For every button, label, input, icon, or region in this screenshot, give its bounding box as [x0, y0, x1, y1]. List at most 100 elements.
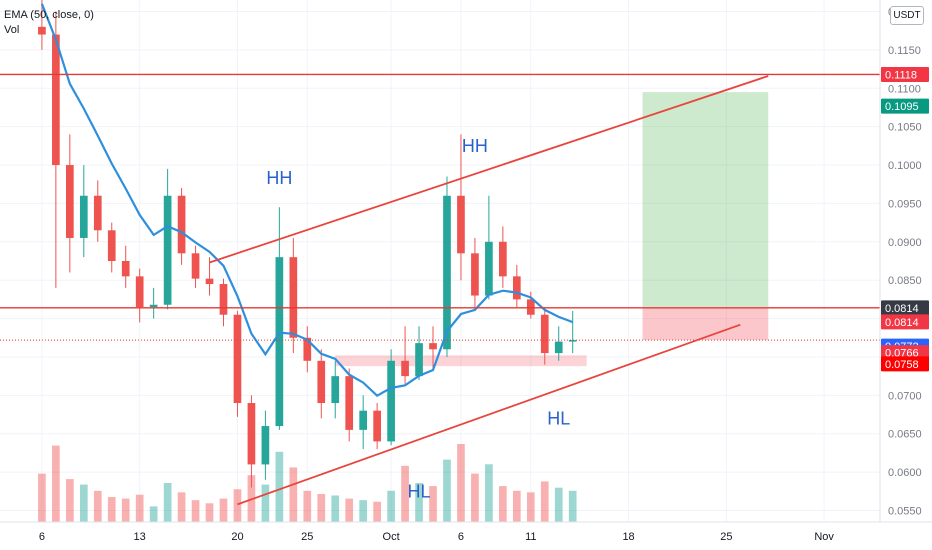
annotation-label: HH: [266, 168, 292, 188]
candle-body: [149, 304, 158, 308]
volume-bar: [429, 486, 437, 522]
candle-body: [317, 360, 326, 404]
volume-bar: [219, 498, 228, 522]
price-tag-label: 0.0814: [885, 317, 919, 329]
candle-body: [163, 195, 172, 305]
volume-bar: [149, 506, 158, 522]
volume-bar: [303, 490, 312, 522]
price-tick-label: 0.1050: [888, 122, 922, 134]
trend-channel: [209, 75, 769, 506]
volume-bar: [485, 464, 493, 522]
volume-bar: [275, 451, 284, 522]
price-tick-label: 0.1000: [888, 160, 922, 172]
volume-bar: [205, 503, 214, 522]
volume-bar: [359, 500, 368, 522]
annotation-label: HL: [547, 409, 570, 429]
candle-body: [289, 257, 298, 338]
volume-bar: [121, 498, 130, 522]
volume-bar: [79, 484, 88, 522]
candle-body: [219, 284, 228, 315]
price-axis: 0.12000.11500.11000.10500.10000.09500.09…: [879, 0, 932, 550]
candle-body: [191, 253, 200, 279]
candle-body: [540, 314, 549, 354]
volume-bars: [38, 444, 577, 522]
volume-bar: [107, 497, 116, 522]
candle-body: [526, 299, 535, 315]
price-tick-label: 0.0900: [888, 237, 922, 249]
time-tick-label: 11: [525, 531, 536, 543]
volume-bar: [373, 501, 381, 522]
time-tick-label: 20: [231, 531, 243, 543]
price-tag-label: 0.1118: [885, 69, 917, 81]
price-tick-label: 0.0550: [888, 505, 922, 517]
candle-body: [554, 341, 563, 354]
volume-bar: [261, 484, 270, 522]
price-tag-label: 0.1095: [885, 101, 919, 113]
time-tick-label: 18: [622, 531, 634, 543]
time-axis: 6 13 20 25 Oct 6 11 18 25 Nov: [0, 521, 932, 550]
candle-body: [107, 230, 116, 261]
candle-body: [443, 195, 451, 350]
volume-bar: [177, 492, 186, 522]
annotations: HH HH HL HL: [266, 136, 570, 501]
candle-body: [38, 26, 46, 35]
candle-body: [512, 276, 521, 300]
price-tag-bg: [881, 314, 929, 330]
volume-bar: [526, 492, 535, 522]
candle-body: [52, 34, 60, 166]
volume-bar: [66, 479, 74, 522]
volume-bar: [554, 487, 563, 522]
horizontal-lines: [0, 73, 880, 341]
price-tag-bg: [881, 98, 929, 114]
zones: [335, 92, 769, 367]
price-tick-label: 0.0600: [888, 467, 922, 479]
candle-body: [121, 261, 130, 277]
candle-body: [177, 195, 186, 254]
volume-bar: [415, 483, 423, 522]
price-tag-bg: [881, 300, 929, 316]
candle-body: [485, 241, 493, 296]
price-tick-label: 0.1100: [888, 83, 921, 95]
time-tick-label: 13: [134, 531, 146, 543]
volume-bar: [233, 489, 242, 522]
volume-bar: [93, 490, 102, 522]
volume-bar: [345, 498, 354, 522]
candle-body: [471, 253, 479, 296]
price-tag-label: 0.0814: [885, 303, 919, 315]
volume-bar: [568, 490, 577, 522]
volume-bar: [38, 473, 46, 522]
volume-bar: [512, 490, 521, 522]
ema-line: [40, 3, 574, 398]
volume-bar: [471, 473, 479, 522]
time-tick-label: 6: [458, 531, 464, 543]
time-tick-label: Nov: [814, 531, 834, 543]
candle-body: [373, 410, 381, 442]
price-tag-bg: [881, 66, 929, 82]
ema-legend: EMA (50, close, 0): [4, 9, 94, 21]
time-tick-label: 25: [720, 531, 732, 543]
channel-lower-line: [237, 323, 741, 506]
time-tick-label: 25: [301, 531, 313, 543]
vol-legend: Vol: [4, 24, 20, 36]
candle-body: [568, 340, 577, 342]
price-tick-label: 0.1150: [888, 45, 921, 57]
volume-bar: [499, 486, 507, 522]
price-tick-label: 0.0950: [888, 198, 922, 210]
volume-bar: [289, 467, 298, 522]
price-tag-label: 0.0758: [885, 359, 919, 371]
candle-body: [205, 278, 214, 285]
chart-legend: EMA (50, close, 0) Vol: [4, 8, 94, 38]
candle-body: [135, 276, 144, 308]
price-tick-label: 0.0650: [888, 429, 922, 441]
price-tick-label: 0.0700: [888, 390, 922, 402]
price-tag-bg: [881, 356, 929, 372]
volume-bar: [52, 445, 60, 522]
target-zone: [642, 92, 769, 308]
support-zone: [335, 355, 587, 367]
channel-upper-line: [209, 75, 769, 264]
candle-body: [275, 257, 284, 427]
price-axis-bg: [880, 0, 932, 550]
currency-label[interactable]: USDT: [890, 6, 924, 25]
volume-bar: [457, 444, 465, 522]
